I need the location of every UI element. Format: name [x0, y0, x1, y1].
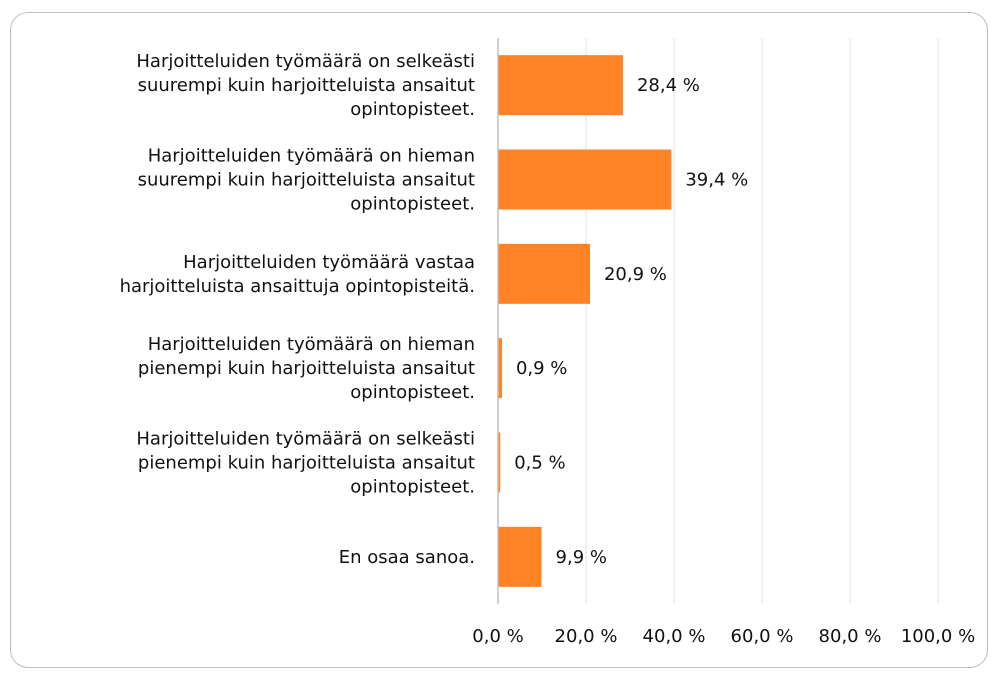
category-label-line: pienempi kuin harjoitteluista ansaitut	[138, 453, 475, 474]
category-label-line: Harjoitteluiden työmäärä vastaa	[183, 252, 475, 273]
category-label-line: suurempi kuin harjoitteluista ansaitut	[138, 75, 475, 96]
category-label-3: Harjoitteluiden työmäärä on hieman pienem…	[138, 334, 475, 403]
value-label-1: 39,4 %	[685, 170, 748, 191]
category-label-line: Harjoitteluiden työmäärä on selkeästi	[136, 51, 475, 72]
category-label-line: opintopisteet.	[350, 194, 475, 215]
value-label-3: 0,9 %	[516, 358, 567, 379]
category-label-line: suurempi kuin harjoitteluista ansaitut	[138, 170, 475, 191]
x-tick-label-0: 0,0 %	[472, 626, 523, 647]
bar-1	[498, 149, 672, 210]
category-label-line: Harjoitteluiden työmäärä on hieman	[148, 146, 475, 167]
value-label-4: 0,5 %	[514, 453, 565, 474]
category-label-line: opintopisteet.	[350, 477, 475, 498]
category-label-line: opintopisteet.	[350, 99, 475, 120]
category-label-1: Harjoitteluiden työmäärä on hieman suurem…	[138, 146, 475, 215]
bar-4	[498, 432, 501, 493]
category-label-line: opintopisteet.	[350, 382, 475, 403]
category-label-line: pienempi kuin harjoitteluista ansaitut	[138, 358, 475, 379]
category-label-4: Harjoitteluiden työmäärä on selkeästi pie…	[136, 429, 475, 498]
x-tick-label-2: 40,0 %	[643, 626, 706, 647]
x-tick-label-3: 60,0 %	[731, 626, 794, 647]
x-tick-label-1: 20,0 %	[555, 626, 618, 647]
category-label-line: harjoitteluista ansaittuja opintopisteit…	[120, 276, 475, 297]
bar-5	[498, 526, 542, 587]
x-tick-label-5: 100,0 %	[901, 626, 975, 647]
category-label-2: Harjoitteluiden työmäärä vastaa harjoitte…	[120, 252, 475, 297]
category-label-line: Harjoitteluiden työmäärä on selkeästi	[136, 429, 475, 450]
bar-0	[498, 55, 623, 116]
bar-2	[498, 243, 590, 304]
value-label-0: 28,4 %	[637, 75, 700, 96]
value-label-5: 9,9 %	[556, 547, 607, 568]
bar-3	[498, 338, 502, 399]
category-label-5: En osaa sanoa.	[339, 547, 475, 568]
category-label-0: Harjoitteluiden työmäärä on selkeästi suu…	[136, 51, 475, 120]
category-label-line: Harjoitteluiden työmäärä on hieman	[148, 334, 475, 355]
value-label-2: 20,9 %	[604, 264, 667, 285]
category-label-line: En osaa sanoa.	[339, 547, 475, 568]
x-tick-label-4: 80,0 %	[819, 626, 882, 647]
